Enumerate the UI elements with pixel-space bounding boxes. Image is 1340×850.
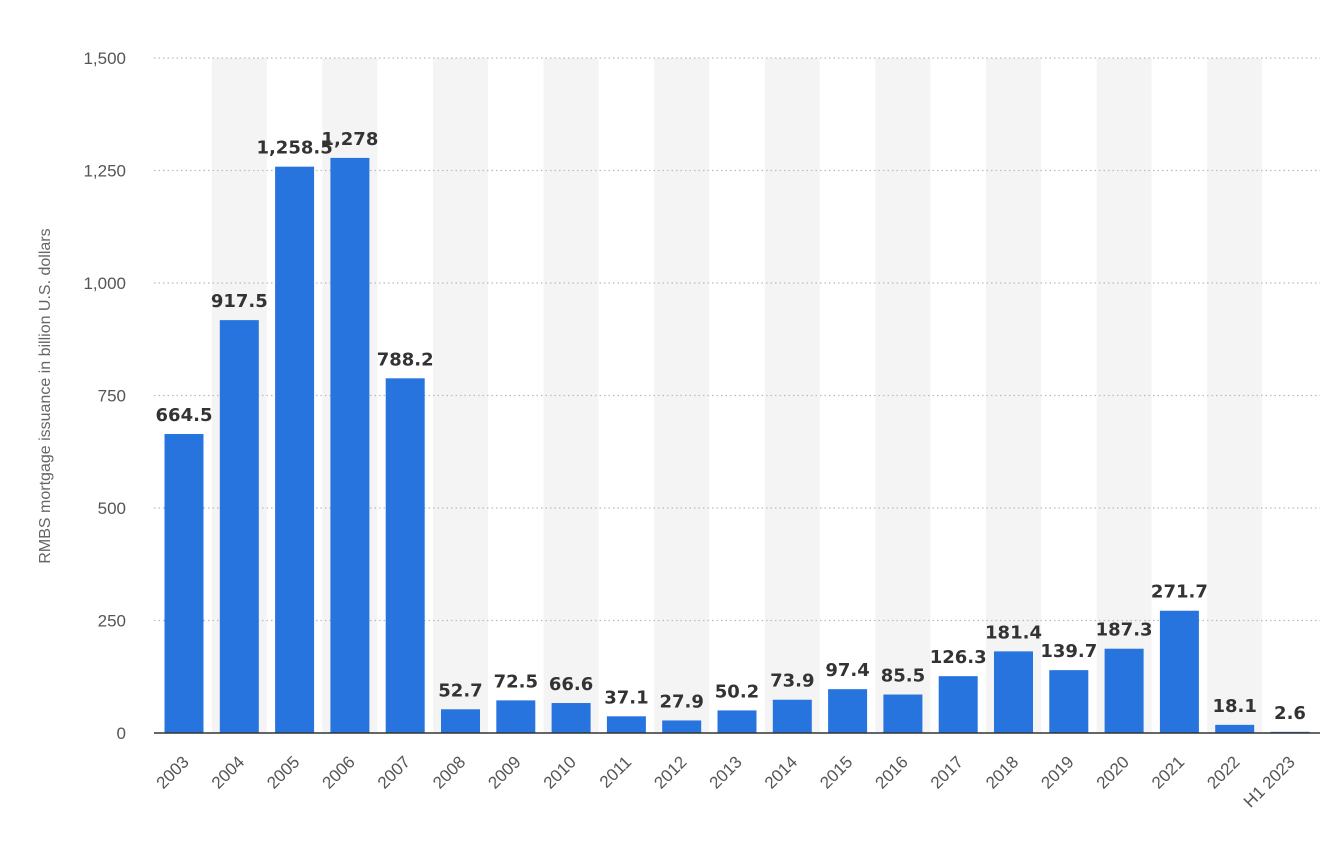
bar — [994, 651, 1033, 733]
x-tick-label: 2006 — [319, 752, 359, 792]
bar — [275, 166, 315, 734]
bar — [496, 700, 536, 733]
data-label: 181.4 — [985, 622, 1042, 643]
data-label: 73.9 — [770, 671, 814, 692]
y-axis-title: RMBS mortgage issuance in billion U.S. d… — [37, 228, 54, 563]
data-label: 66.6 — [549, 674, 593, 695]
y-axis-ticks: 0 250 500 750 1,000 1,250 1,500 — [83, 49, 126, 743]
data-label: 27.9 — [659, 691, 703, 712]
data-label: 139.7 — [1040, 641, 1097, 662]
data-label: 85.5 — [881, 666, 925, 687]
data-label: 788.2 — [377, 349, 434, 370]
data-label: 50.2 — [715, 681, 759, 702]
x-tick-label: 2004 — [208, 752, 248, 792]
bar — [164, 433, 204, 733]
x-tick-label: 2021 — [1148, 752, 1188, 792]
y-tick-label: 500 — [98, 499, 126, 518]
x-tick-label: 2009 — [484, 752, 524, 792]
data-label: 72.5 — [494, 671, 538, 692]
bar — [441, 709, 480, 733]
data-labels: 664.5 917.5 1,258.51,278 788.2 52.7 72.5 66.6 3… — [156, 129, 1306, 724]
x-tick-label: 2014 — [761, 752, 801, 792]
column-band — [543, 58, 599, 733]
bar — [1049, 670, 1089, 733]
y-tick-label: 750 — [98, 387, 126, 406]
x-tick-label: 2007 — [374, 752, 414, 792]
bar — [1104, 648, 1144, 733]
x-tick-label: 2015 — [816, 752, 856, 792]
data-label: 52.7 — [438, 680, 482, 701]
column-band — [1096, 58, 1152, 733]
x-tick-label: 2017 — [927, 752, 967, 792]
bar — [385, 378, 425, 733]
x-tick-label: 2011 — [596, 752, 635, 791]
data-label: 97.4 — [825, 660, 869, 681]
y-tick-label: 250 — [98, 612, 126, 631]
x-tick-label: 2022 — [1203, 752, 1243, 792]
y-tick-label: 1,250 — [83, 162, 126, 181]
data-label: 187.3 — [1096, 620, 1153, 641]
x-tick-label: 2018 — [982, 752, 1022, 792]
x-tick-label: 2003 — [153, 752, 193, 792]
bar — [219, 320, 259, 733]
y-tick-label: 1,000 — [83, 274, 126, 293]
x-tick-label: 2008 — [429, 752, 469, 792]
column-band — [875, 58, 931, 733]
y-tick-label: 0 — [117, 724, 126, 743]
bars — [164, 157, 1310, 734]
bar — [938, 676, 978, 733]
bar — [606, 716, 646, 733]
x-axis-ticks: 2003 2004 2005 2006 2007 2008 2009 2010 2011 2012… — [153, 752, 1299, 811]
column-band — [764, 58, 820, 733]
data-label: 917.5 — [211, 291, 268, 312]
x-tick-label: H1 2023 — [1240, 752, 1299, 811]
data-label: 271.7 — [1151, 582, 1208, 603]
x-tick-label: 2013 — [706, 752, 746, 792]
bar — [1159, 610, 1199, 733]
data-label: 1,278 — [321, 129, 378, 150]
x-tick-label: 2012 — [650, 752, 690, 792]
data-label: 1,258.5 — [256, 138, 332, 159]
bar — [717, 710, 757, 733]
bar — [330, 157, 370, 733]
y-tick-label: 1,500 — [83, 49, 126, 68]
x-tick-label: 2019 — [1037, 752, 1077, 792]
data-label: 2.6 — [1274, 703, 1306, 724]
bar — [551, 703, 591, 733]
bar — [883, 694, 923, 733]
data-label: 37.1 — [604, 687, 648, 708]
data-label: 126.3 — [930, 647, 987, 668]
data-label: 18.1 — [1212, 696, 1256, 717]
bar — [662, 720, 702, 733]
x-tick-label: 2016 — [872, 752, 912, 792]
x-tick-label: 2020 — [1093, 752, 1133, 792]
data-label: 664.5 — [156, 405, 213, 426]
x-tick-label: 2005 — [263, 752, 303, 792]
bar — [772, 699, 812, 733]
bar — [828, 689, 868, 733]
x-tick-label: 2010 — [540, 752, 580, 792]
bar — [1215, 724, 1255, 733]
